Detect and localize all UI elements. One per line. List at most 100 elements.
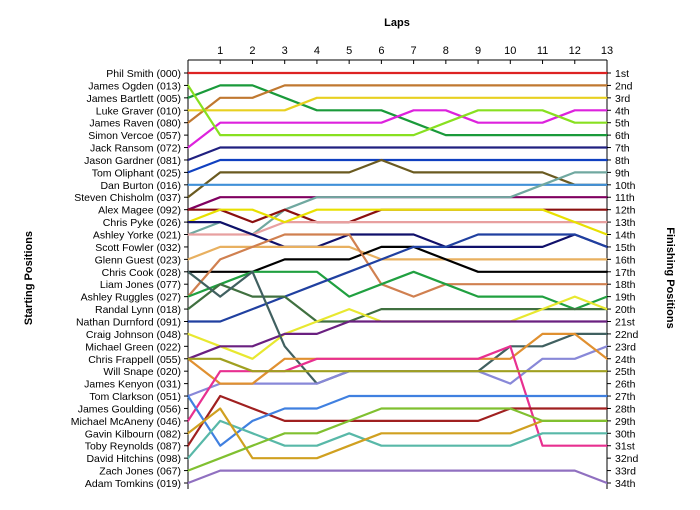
finishing-label: 1st	[615, 68, 629, 80]
finishing-labels: 1st2nd3rd4th5th6th7th8th9th10th11th12th1…	[607, 68, 639, 490]
driver-line	[186, 84, 609, 137]
starting-label: Michael McAneny (046)	[71, 416, 181, 428]
finishing-label: 10th	[615, 180, 636, 192]
finishing-label: 8th	[615, 155, 630, 167]
x-tick-label: 6	[378, 45, 384, 57]
finishing-label: 7th	[615, 143, 630, 155]
x-tick-label: 7	[411, 45, 417, 57]
starting-label: James Kenyon (031)	[84, 379, 181, 391]
driver-line	[186, 407, 609, 472]
starting-label: Nathan Durnford (091)	[76, 316, 181, 328]
starting-label: Tom Oliphant (025)	[92, 167, 181, 179]
x-tick-label: 5	[346, 45, 352, 57]
driver-line	[186, 357, 609, 373]
driver-line	[186, 394, 609, 447]
starting-label: Scott Fowler (032)	[95, 242, 181, 254]
x-tick-label: 9	[475, 45, 481, 57]
driver-line	[186, 245, 609, 273]
finishing-label: 16th	[615, 254, 636, 266]
plot-frame	[187, 59, 608, 489]
finishing-label: 19th	[615, 292, 636, 304]
finishing-label: 29th	[615, 416, 636, 428]
starting-label: Liam Jones (077)	[100, 279, 181, 291]
x-tick-label: 10	[504, 45, 516, 57]
starting-label: James Goulding (056)	[78, 403, 181, 415]
driver-line	[186, 394, 609, 447]
starting-label: Phil Smith (000)	[106, 68, 181, 80]
driver-line	[186, 245, 609, 261]
starting-label: Chris Frappell (055)	[88, 354, 181, 366]
starting-label: Randal Lynn (018)	[95, 304, 181, 316]
driver-line	[186, 419, 609, 460]
finishing-label: 4th	[615, 105, 630, 117]
starting-label: Jack Ransom (072)	[90, 143, 181, 155]
driver-line	[186, 320, 609, 360]
finishing-label: 3rd	[615, 93, 630, 105]
finishing-label: 12th	[615, 205, 636, 217]
driver-line	[186, 283, 609, 323]
starting-label: Alex Magee (092)	[98, 205, 181, 217]
finishing-label: 18th	[615, 279, 636, 291]
driver-line	[186, 196, 609, 211]
driver-line	[186, 84, 609, 124]
driver-line	[186, 295, 609, 360]
finishing-label: 13th	[615, 217, 636, 229]
starting-label: Chris Cook (028)	[102, 267, 181, 279]
starting-label: Craig Johnson (048)	[86, 329, 181, 341]
driver-line	[186, 233, 609, 323]
finishing-label: 20th	[615, 304, 636, 316]
finishing-label: 9th	[615, 167, 630, 179]
x-tick-label: 1	[217, 45, 223, 57]
starting-label: Simon Vercoe (057)	[88, 130, 181, 142]
x-tick-label: 13	[601, 45, 613, 57]
driver-line	[186, 233, 609, 298]
finishing-label: 15th	[615, 242, 636, 254]
driver-line	[186, 208, 609, 236]
starting-label: Jason Gardner (081)	[84, 155, 181, 167]
finishing-label: 24th	[615, 354, 636, 366]
starting-label: Gavin Kilbourn (082)	[85, 428, 181, 440]
finishing-label: 27th	[615, 391, 636, 403]
driver-line	[186, 146, 609, 162]
starting-label: Glenn Guest (023)	[95, 254, 181, 266]
starting-label: Luke Graver (010)	[96, 105, 181, 117]
finishing-label: 5th	[615, 118, 630, 130]
x-tick-label: 4	[314, 45, 320, 57]
finishing-label: 14th	[615, 230, 636, 242]
driver-line	[186, 221, 609, 236]
finishing-label: 21st	[615, 316, 635, 328]
x-axis-title: Laps	[384, 17, 410, 29]
finishing-label: 23rd	[615, 341, 636, 353]
x-tick-label: 12	[569, 45, 581, 57]
driver-line	[186, 96, 609, 112]
left-axis-title: Starting Positions	[23, 231, 35, 325]
finishing-label: 32nd	[615, 453, 639, 465]
driver-line	[186, 270, 609, 385]
x-tick-label: 3	[282, 45, 288, 57]
starting-label: Chris Pyke (026)	[103, 217, 181, 229]
finishing-label: 2nd	[615, 80, 633, 92]
driver-line	[186, 109, 609, 149]
driver-line	[186, 171, 609, 236]
starting-label: Steven Chisholm (037)	[74, 192, 181, 204]
driver-line	[186, 208, 609, 224]
starting-label: Dan Burton (016)	[100, 180, 181, 192]
x-tick-label: 2	[249, 45, 255, 57]
starting-label: Zach Jones (067)	[99, 466, 181, 478]
finishing-label: 28th	[615, 403, 636, 415]
starting-label: David Hitchins (098)	[86, 453, 181, 465]
starting-label: James Raven (080)	[89, 118, 181, 130]
finishing-label: 26th	[615, 379, 636, 391]
starting-label: Ashley Yorke (021)	[93, 230, 181, 242]
driver-line	[186, 407, 609, 460]
finishing-label: 11th	[615, 192, 635, 204]
series-lines	[186, 71, 609, 485]
starting-label: Toby Reynolds (087)	[85, 441, 181, 453]
right-axis-title: Finishing Positions	[664, 227, 676, 328]
starting-label: James Bartlett (005)	[86, 93, 181, 105]
driver-line	[186, 158, 609, 174]
finishing-label: 25th	[615, 366, 636, 378]
finishing-label: 31st	[615, 441, 635, 453]
finishing-label: 22nd	[615, 329, 639, 341]
x-ticks: 1 2 3 4 5 6 7 8 9 10 11 12 13	[217, 45, 613, 64]
